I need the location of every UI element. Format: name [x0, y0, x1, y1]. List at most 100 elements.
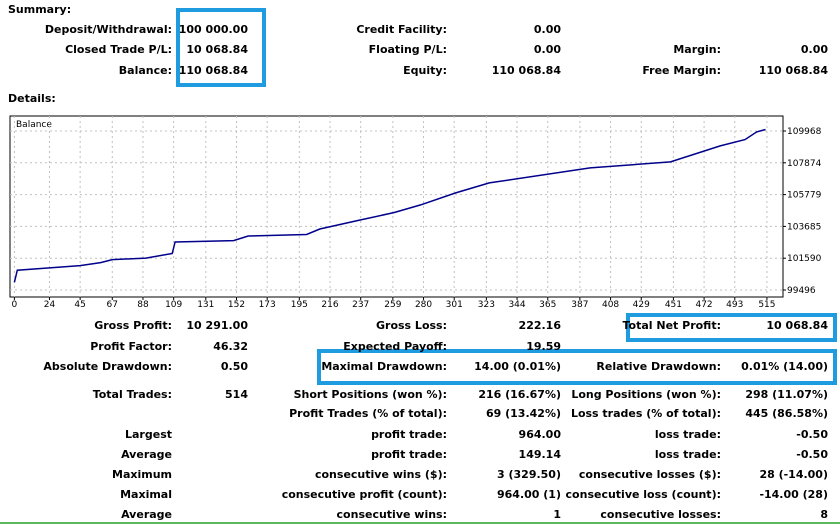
x-tick-label: 365: [539, 300, 556, 310]
stat-value: 0.01% (14.00): [741, 360, 828, 373]
stat-label: Largest: [125, 428, 172, 441]
stat-label: Balance:: [118, 64, 172, 77]
stat-label: Long Positions (won %):: [571, 388, 721, 401]
stat-value: 0.00: [533, 23, 561, 36]
x-tick-label: 451: [665, 300, 682, 310]
x-tick-label: 323: [478, 300, 495, 310]
x-tick-label: 67: [107, 300, 118, 310]
stat-value: 298 (11.07%): [745, 388, 828, 401]
stat-label: consecutive profit (count):: [281, 488, 447, 501]
x-tick-label: 344: [508, 300, 525, 310]
x-tick-label: 493: [726, 300, 743, 310]
stat-label: Credit Facility:: [356, 23, 447, 36]
stat-label: Absolute Drawdown:: [43, 360, 172, 373]
x-tick-label: 152: [228, 300, 245, 310]
x-tick-label: 131: [197, 300, 214, 310]
stat-label: Loss trades (% of total):: [570, 407, 721, 420]
x-tick-label: 301: [446, 300, 463, 310]
stat-label: Free Margin:: [642, 64, 721, 77]
x-tick-label: 109: [165, 300, 182, 310]
stat-label: Total Trades:: [92, 388, 172, 401]
stat-label: Floating P/L:: [368, 43, 447, 56]
y-tick-label: 99496: [787, 286, 816, 296]
x-tick-label: 45: [74, 300, 85, 310]
x-tick-label: 387: [571, 300, 588, 310]
x-tick-label: 259: [384, 300, 401, 310]
x-tick-label: 515: [758, 300, 775, 310]
x-tick-label: 472: [695, 300, 712, 310]
stat-label: Closed Trade P/L:: [65, 43, 172, 56]
stat-value: 1: [553, 508, 561, 521]
section-title: Details:: [8, 92, 56, 105]
stat-label: profit trade:: [371, 428, 447, 441]
y-tick-label: 105779: [787, 191, 822, 201]
stat-value: 0.00: [533, 43, 561, 56]
stat-label: Maximum: [112, 468, 172, 481]
series-label: Balance: [16, 120, 52, 130]
stat-value: 10 068.84: [766, 319, 828, 332]
stat-label: Equity:: [403, 64, 447, 77]
stat-value: 110 068.84: [178, 64, 248, 77]
stat-value: -0.50: [796, 428, 828, 441]
x-tick-label: 0: [12, 300, 18, 310]
stat-label: consecutive wins ($):: [314, 468, 447, 481]
balance-line: [13, 128, 766, 283]
x-tick-label: 195: [291, 300, 308, 310]
stat-value: 964.00 (1): [497, 488, 561, 501]
stat-value: 28 (-14.00): [759, 468, 828, 481]
stat-label: consecutive loss (count):: [565, 488, 721, 501]
stat-value: 10 291.00: [186, 319, 248, 332]
stat-label: consecutive losses ($):: [578, 468, 721, 481]
x-tick-label: 216: [321, 300, 338, 310]
stat-value: 19.59: [526, 340, 561, 353]
stat-value: 514: [225, 388, 248, 401]
stat-label: consecutive losses:: [600, 508, 721, 521]
section-title: Summary:: [8, 3, 72, 16]
stat-value: 222.16: [518, 319, 561, 332]
stat-value: 46.32: [213, 340, 248, 353]
stat-value: 110 068.84: [758, 64, 828, 77]
stat-label: Total Net Profit:: [622, 319, 722, 332]
stat-value: 445 (86.58%): [745, 407, 828, 420]
stat-value: 964.00: [518, 428, 561, 441]
x-tick-label: 173: [259, 300, 276, 310]
stat-value: 10 068.84: [186, 43, 248, 56]
stat-label: Margin:: [673, 43, 721, 56]
stat-label: loss trade:: [654, 448, 721, 461]
stat-value: 3 (329.50): [497, 468, 561, 481]
highlight-box: [176, 8, 266, 87]
y-tick-label: 107874: [787, 159, 822, 169]
x-tick-label: 429: [633, 300, 650, 310]
stat-value: -0.50: [796, 448, 828, 461]
stat-label: profit trade:: [371, 448, 447, 461]
stat-label: Relative Drawdown:: [596, 360, 721, 373]
plot-frame: [9, 115, 784, 298]
stat-label: Gross Profit:: [94, 319, 172, 332]
stat-label: Deposit/Withdrawal:: [44, 23, 172, 36]
x-tick-label: 237: [352, 300, 369, 310]
stat-value: 216 (16.67%): [478, 388, 561, 401]
stat-label: Profit Factor:: [90, 340, 172, 353]
stat-value: 100 000.00: [178, 23, 248, 36]
stat-label: loss trade:: [654, 428, 721, 441]
y-tick-label: 101590: [787, 254, 822, 264]
stat-label: Average: [121, 448, 172, 461]
y-tick-label: 103685: [787, 222, 821, 232]
stat-label: Expected Payoff:: [343, 340, 447, 353]
stat-label: Maximal: [120, 488, 172, 501]
x-tick-label: 88: [137, 300, 149, 310]
stat-label: Maximal Drawdown:: [321, 360, 447, 373]
stat-value: 0.50: [220, 360, 248, 373]
stat-label: Gross Loss:: [376, 319, 447, 332]
bottom-border: [0, 522, 840, 524]
stat-value: 14.00 (0.01%): [474, 360, 561, 373]
stat-value: 69 (13.42%): [485, 407, 561, 420]
stat-value: 8: [820, 508, 828, 521]
highlight-box: [626, 313, 837, 342]
x-tick-label: 280: [415, 300, 432, 310]
stat-value: 0.00: [800, 43, 828, 56]
stat-label: Average: [121, 508, 172, 521]
stat-value: -14.00 (28): [759, 488, 828, 501]
